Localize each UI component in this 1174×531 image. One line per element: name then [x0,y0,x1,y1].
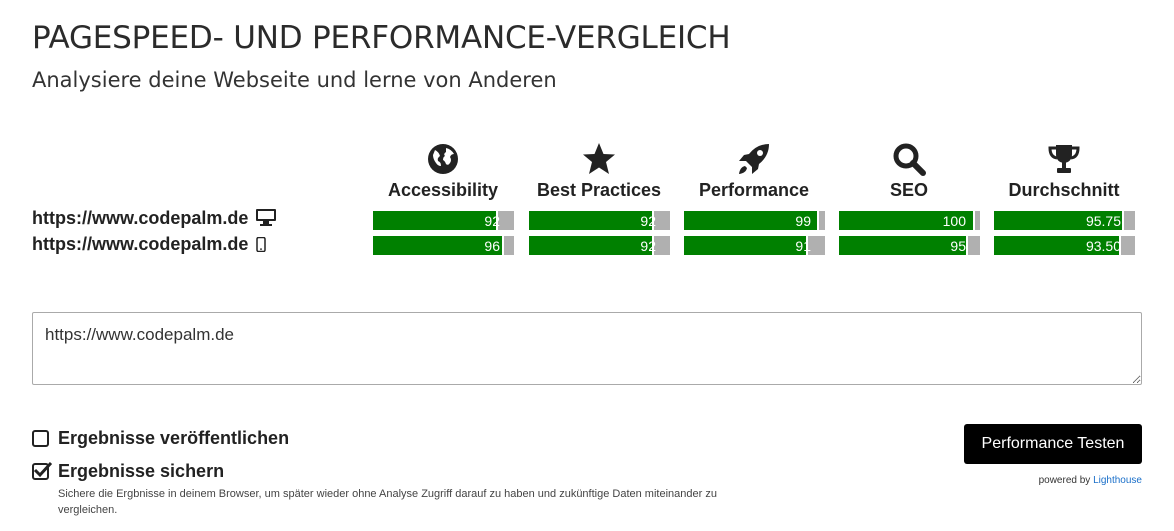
column-label-average: Durchschnitt [1008,180,1120,200]
column-label-accessibility: Accessibility [387,180,499,200]
score-value: 100 [942,213,966,229]
score-bar-fill [684,211,819,230]
row-url-desktop: https://www.codepalm.de [32,208,277,229]
mobile-icon [256,236,267,253]
score-bar-seo: 95 [839,236,980,255]
column-header-seo: SEO [834,142,984,201]
desktop-icon [256,209,277,226]
column-header-performance: Performance [679,142,829,201]
search-icon [893,143,926,176]
score-bar-fill [994,211,1125,230]
score-bar-accessibility: 96 [373,236,514,255]
row-url-label: https://www.codepalm.de [32,234,249,254]
score-value: 95 [950,238,966,254]
score-bar-average: 93.50 [994,236,1135,255]
column-label-best-practices: Best Practices [536,180,662,200]
column-header-average: Durchschnitt [989,142,1139,201]
score-value: 92 [484,213,500,229]
score-bar-fill [839,211,976,230]
score-value: 91 [795,238,811,254]
row-url-mobile: https://www.codepalm.de [32,234,267,255]
powered-by-text: powered by [1038,475,1091,486]
score-bar-fill [529,236,655,255]
score-bar-accessibility: 92 [373,211,514,230]
score-value: 92 [640,238,656,254]
save-label[interactable]: Ergebnisse sichern [58,461,225,481]
rocket-icon [739,144,769,174]
trophy-icon [1048,145,1080,173]
score-bar-best-practices: 92 [529,236,670,255]
score-bar-fill [684,236,808,255]
score-bar-seo: 100 [839,211,980,230]
score-bar-fill [839,236,969,255]
powered-by: powered by Lighthouse [1039,475,1142,486]
page-subtitle: Analysiere deine Webseite und lerne von … [32,68,557,92]
score-value: 93.50 [1085,238,1121,254]
row-url-label: https://www.codepalm.de [32,208,249,228]
score-bar-fill [373,236,504,255]
score-bar-fill [529,211,655,230]
score-bar-performance: 99 [684,211,825,230]
save-checkbox[interactable] [32,462,53,480]
url-input[interactable] [32,312,1142,385]
score-bar-average: 95.75 [994,211,1135,230]
column-header-best-practices: Best Practices [524,142,674,201]
save-description: Sichere die Ergbnisse in deinem Browser,… [58,488,717,516]
score-bar-fill [373,211,499,230]
globe-icon [428,144,458,174]
score-bar-best-practices: 92 [529,211,670,230]
score-value: 96 [484,238,500,254]
checkmark-icon [33,462,53,478]
column-header-accessibility: Accessibility [368,142,518,201]
star-icon [583,143,615,174]
column-label-performance: Performance [698,180,810,200]
score-value: 95.75 [1085,213,1121,229]
score-bar-fill [994,236,1122,255]
lighthouse-link[interactable]: Lighthouse [1093,475,1142,486]
page-title: PAGESPEED- UND PERFORMANCE-VERGLEICH [32,20,731,56]
column-label-seo: SEO [889,180,928,200]
performance-test-button[interactable]: Performance Testen [964,424,1142,464]
score-bar-performance: 91 [684,236,825,255]
score-value: 92 [640,213,656,229]
publish-label[interactable]: Ergebnisse veröffentlichen [58,428,290,448]
publish-checkbox[interactable] [32,430,49,447]
score-value: 99 [795,213,811,229]
